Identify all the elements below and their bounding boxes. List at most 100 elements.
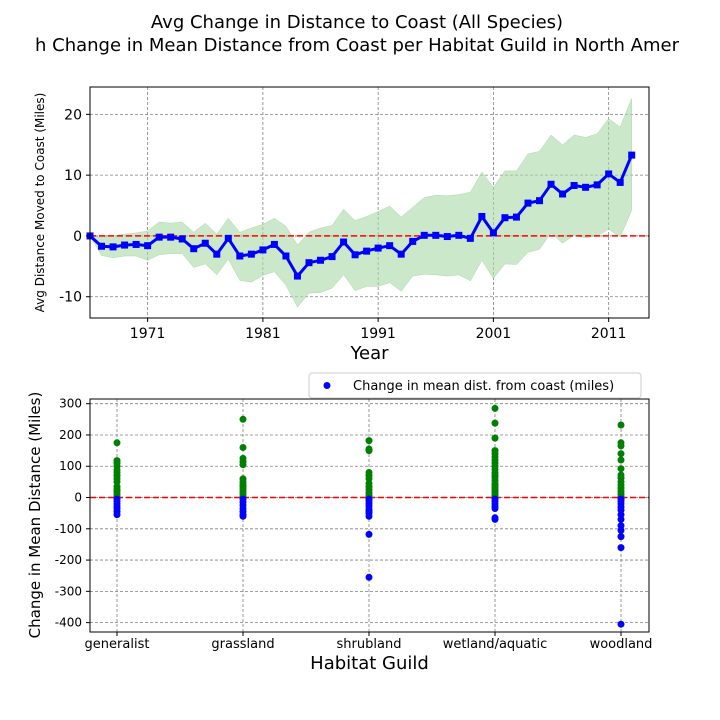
series-marker (524, 199, 532, 207)
series-marker (582, 183, 590, 191)
category-label: generalist (85, 637, 150, 652)
scatter-point (365, 573, 373, 581)
top-x-tick-label: 1991 (360, 326, 396, 342)
series-marker (282, 252, 290, 260)
series-marker (605, 170, 613, 178)
bottom-y-tick-label: -100 (55, 522, 82, 536)
series-marker (478, 212, 486, 220)
category-label: wetland/aquatic (443, 637, 547, 652)
top-plot-frame (89, 86, 650, 319)
top-x-tick-label: 1981 (245, 326, 281, 342)
category-label: woodland (590, 637, 653, 652)
series-marker (305, 259, 313, 267)
confidence-band (89, 98, 632, 308)
top-x-tick-label: 1971 (130, 326, 166, 342)
series-marker (351, 251, 359, 259)
top-y-tick-label: 10 (64, 168, 82, 184)
bottom-y-tick-label: 200 (59, 428, 82, 442)
category-label: shrubland (337, 637, 402, 652)
scatter-point (491, 505, 499, 512)
top-x-axis-label: Year (349, 343, 389, 364)
top-x-tick-label: 2011 (591, 326, 627, 342)
series-marker (616, 178, 624, 186)
series-marker (386, 242, 394, 250)
series-marker (512, 213, 520, 221)
series-marker (363, 247, 371, 255)
scatter-point (617, 465, 625, 473)
series-marker (374, 244, 382, 252)
bottom-y-tick-label: 100 (59, 459, 82, 473)
series-marker (213, 250, 221, 258)
series-marker (489, 229, 497, 237)
series-marker (593, 181, 601, 189)
series-marker (466, 234, 474, 242)
series-marker (409, 237, 417, 245)
bottom-y-tick-label: -300 (55, 584, 82, 598)
top-y-tick-label: 0 (73, 229, 82, 245)
scatter-point (617, 456, 625, 464)
series-marker (628, 151, 636, 159)
series-marker (443, 233, 451, 241)
series-marker (455, 231, 463, 239)
series-marker (178, 235, 186, 243)
bottom-y-tick-label: 300 (59, 397, 82, 411)
chart-title-line1: Avg Change in Distance to Coast (All Spe… (151, 12, 563, 33)
series-marker (547, 180, 555, 188)
line-chart-panel: 1971 1981 1991 2001 2011 -10 0 10 20 Year Avg D… (33, 86, 650, 364)
category-label: grassland (211, 637, 274, 652)
scatter-point (617, 450, 625, 458)
scatter-point (491, 419, 499, 427)
scatter-chart-panel: generalist grassland shrubland wetland/aqua… (26, 372, 653, 674)
series-markers-group (86, 151, 636, 280)
scatter-point (365, 512, 373, 520)
top-x-tick-label: 2001 (476, 326, 512, 342)
series-marker (155, 233, 163, 241)
series-marker (432, 231, 440, 239)
bottom-x-axis-label: Habitat Guild (310, 653, 429, 674)
series-marker (317, 256, 325, 264)
scatter-point (113, 511, 121, 519)
top-y-tick-label: -10 (59, 290, 82, 306)
series-marker (420, 231, 428, 239)
series-marker (236, 252, 244, 260)
series-marker (340, 238, 348, 246)
series-marker (132, 240, 140, 248)
scatter-point (617, 544, 625, 552)
series-marker (121, 241, 129, 249)
scatter-point (617, 442, 625, 450)
top-y-axis-label: Avg Distance Moved to Coast (Miles) (33, 93, 47, 313)
series-marker (167, 233, 175, 241)
series-marker (144, 242, 152, 250)
scatter-point (365, 530, 373, 538)
series-marker (559, 190, 567, 198)
series-marker (397, 250, 405, 258)
series-marker (247, 250, 255, 258)
series-marker (328, 253, 336, 261)
series-marker (293, 272, 301, 280)
top-y-tick-label: 20 (64, 107, 82, 123)
bottom-y-axis-label: Change in Mean Distance (Miles) (26, 392, 44, 639)
top-x-ticks: 1971 1981 1991 2001 2011 (130, 318, 627, 342)
scatter-point (365, 447, 373, 455)
scatter-point (617, 620, 625, 628)
bottom-y-tick-label: -400 (55, 616, 82, 630)
scatter-point (617, 533, 625, 541)
bottom-y-ticks: -400 -300 -200 -100 0 100 200 300 (55, 397, 90, 630)
confidence-band-group (89, 98, 632, 308)
series-marker (570, 181, 578, 189)
series-marker (201, 239, 209, 247)
scatter-point (239, 461, 247, 469)
scatter-point (491, 434, 499, 442)
series-marker (98, 242, 106, 250)
series-marker (224, 234, 232, 242)
series-marker (501, 214, 509, 222)
scatter-point (239, 444, 247, 451)
scatter-point (365, 437, 373, 445)
bottom-y-tick-label: 0 (74, 491, 82, 505)
series-marker (270, 240, 278, 248)
scatter-point (491, 515, 499, 523)
scatter-point (617, 526, 625, 534)
bottom-y-tick-label: -200 (55, 553, 82, 567)
scatter-point (239, 512, 247, 520)
